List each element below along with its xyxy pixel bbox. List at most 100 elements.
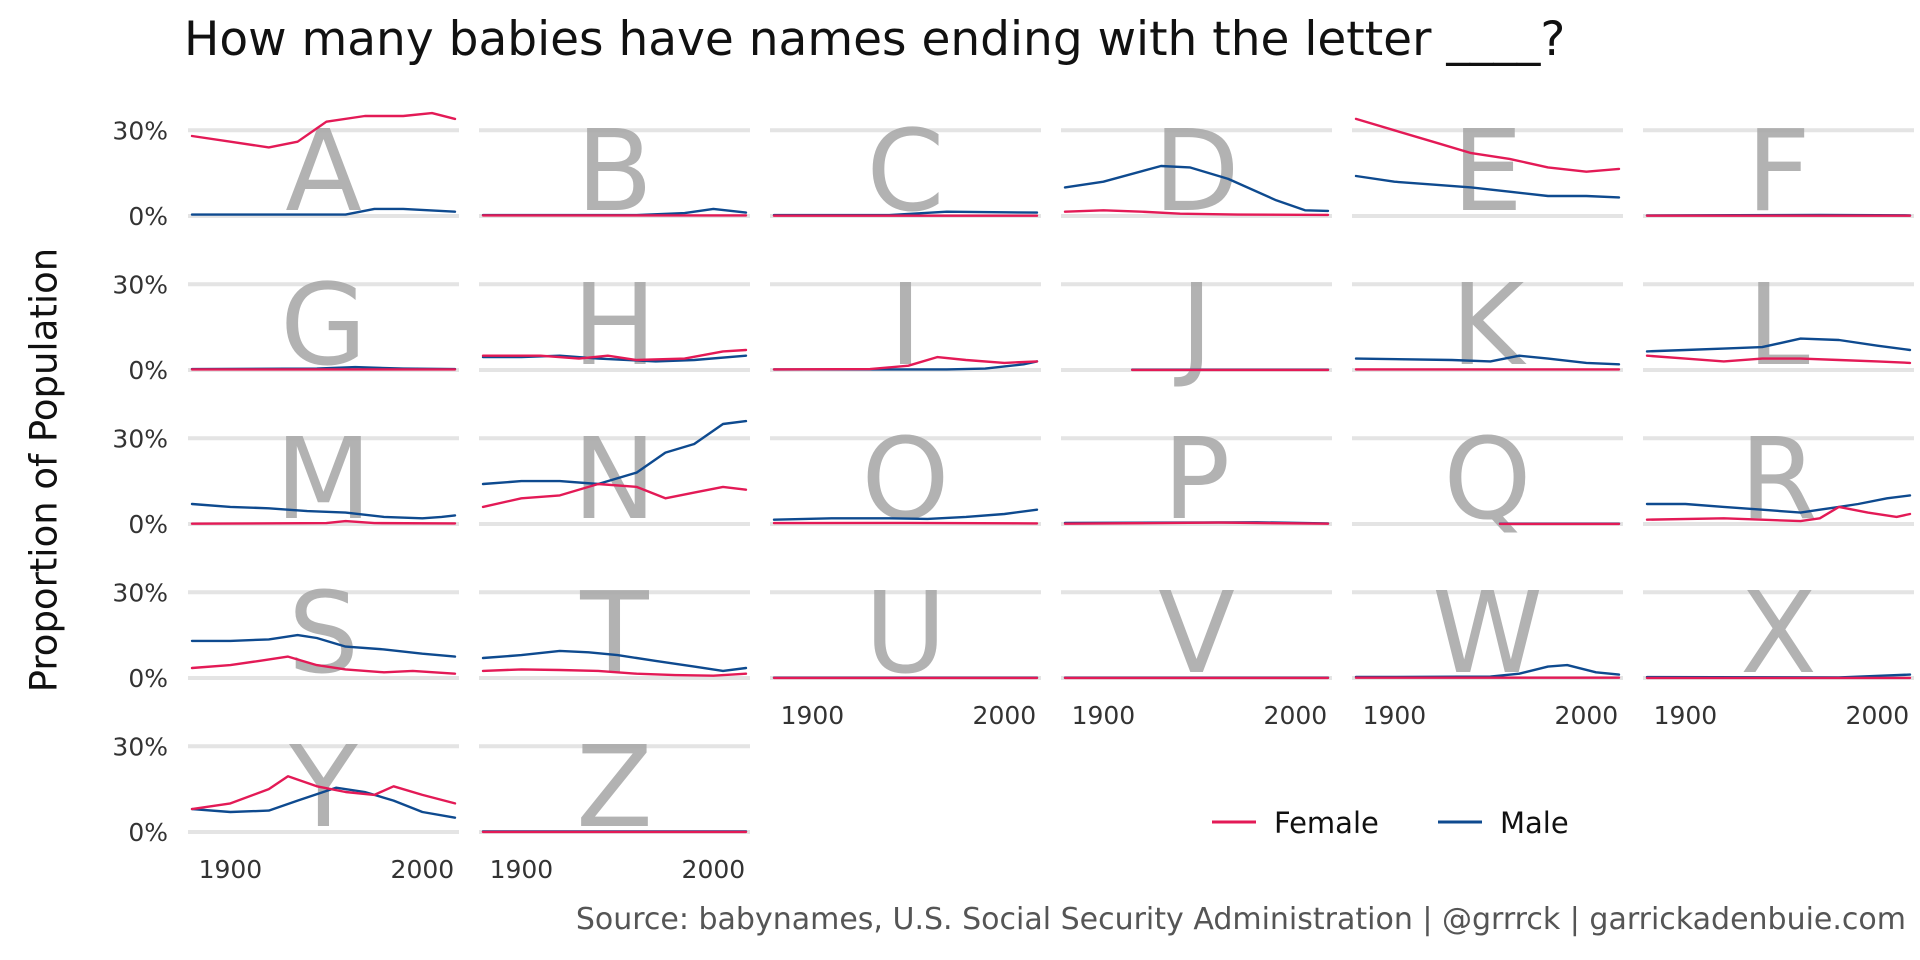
- y-tick-label: 0%: [128, 356, 168, 385]
- male-line: [772, 360, 1039, 371]
- panel-d: D: [1061, 107, 1332, 237]
- male-line: [190, 786, 457, 819]
- male-line: [1645, 494, 1912, 514]
- panel-letter: T: [579, 569, 649, 699]
- x-tick-label: 1900: [1654, 701, 1718, 730]
- y-tick-label: 30%: [112, 116, 168, 145]
- male-line: [481, 419, 748, 486]
- panel-letter: H: [572, 261, 656, 391]
- y-tick-label: 30%: [112, 578, 168, 607]
- x-tick-label: 2000: [1264, 701, 1328, 730]
- x-tick-label: 1900: [1363, 701, 1427, 730]
- female-line: [772, 355, 1039, 371]
- y-tick-label: 0%: [128, 664, 168, 693]
- female-line: [481, 482, 748, 509]
- panel-h: H: [479, 261, 750, 391]
- panel-o: O: [770, 415, 1041, 545]
- panel-g: G 30% 0%: [112, 261, 459, 391]
- female-line: [1645, 505, 1912, 523]
- panel-r: R: [1643, 415, 1914, 545]
- panel-letter: S: [288, 569, 359, 699]
- male-line: [772, 508, 1039, 521]
- x-tick-label: 1900: [199, 855, 263, 884]
- chart-title: How many babies have names ending with t…: [184, 12, 1566, 67]
- panel-s: S 30% 0%: [112, 569, 459, 699]
- male-line: [1645, 337, 1912, 353]
- panel-letter: G: [280, 261, 367, 391]
- panel-letter: E: [1452, 107, 1523, 237]
- female-line: [190, 655, 457, 675]
- panel-u: U 1900 2000: [770, 569, 1041, 730]
- panel-j: J: [1061, 261, 1332, 391]
- panel-m: M 30% 0%: [112, 415, 459, 545]
- male-line: [190, 633, 457, 658]
- panel-letter: X: [1740, 569, 1817, 699]
- panel-letter: R: [1740, 415, 1818, 545]
- panel-x: X 1900 2000: [1643, 569, 1914, 730]
- legend-label-male: Male: [1500, 806, 1569, 840]
- female-line: [1645, 354, 1912, 365]
- x-tick-label: 2000: [973, 701, 1037, 730]
- panel-letter: L: [1747, 261, 1809, 391]
- x-tick-label: 2000: [682, 855, 746, 884]
- male-line: [190, 502, 457, 520]
- panel-b: B: [479, 107, 750, 237]
- panel-letter: O: [861, 415, 949, 545]
- panel-letter: J: [1174, 261, 1213, 391]
- panel-c: C: [770, 107, 1041, 237]
- panel-letter: M: [275, 415, 372, 545]
- source-caption: Source: babynames, U.S. Social Security …: [575, 902, 1906, 937]
- female-line: [481, 668, 748, 677]
- male-line: [481, 649, 748, 673]
- panel-letter: P: [1163, 415, 1231, 545]
- panel-e: E: [1352, 107, 1623, 237]
- panel-letter: F: [1746, 107, 1810, 237]
- y-tick-label: 30%: [112, 424, 168, 453]
- panel-letter: C: [866, 107, 944, 237]
- panel-y: Y30%0%1900 2000: [112, 723, 459, 884]
- panel-letter: U: [865, 569, 947, 699]
- male-line: [1063, 164, 1330, 213]
- panel-letter: K: [1451, 261, 1527, 391]
- male-line: [1354, 354, 1621, 366]
- panel-t: T: [479, 569, 750, 699]
- y-tick-label: 0%: [128, 818, 168, 847]
- y-tick-label: 0%: [128, 202, 168, 231]
- female-line: [772, 521, 1039, 525]
- panel-k: K: [1352, 261, 1623, 391]
- female-line: [1354, 117, 1621, 173]
- x-tick-label: 1900: [781, 701, 845, 730]
- female-line: [190, 111, 457, 149]
- panel-q: Q: [1352, 415, 1623, 545]
- panel-v: V 1900 2000: [1061, 569, 1332, 730]
- y-tick-label: 0%: [128, 510, 168, 539]
- panel-letter: Q: [1443, 415, 1531, 545]
- panel-f: F: [1643, 107, 1914, 237]
- x-tick-label: 2000: [391, 855, 455, 884]
- panel-z: Z 1900 2000: [479, 723, 750, 884]
- male-line: [481, 354, 748, 363]
- panel-i: I: [770, 261, 1041, 391]
- panel-n: N: [479, 415, 750, 545]
- x-tick-label: 1900: [490, 855, 554, 884]
- female-line: [190, 519, 457, 525]
- panel-letter: B: [576, 107, 653, 237]
- legend-label-female: Female: [1274, 806, 1379, 840]
- panel-letter: I: [889, 261, 922, 391]
- panel-p: P: [1061, 415, 1332, 545]
- female-line: [190, 775, 457, 811]
- legend: Female Male: [1212, 806, 1569, 840]
- panel-letter: V: [1158, 569, 1235, 699]
- y-tick-label: 30%: [112, 732, 168, 761]
- y-tick-label: 30%: [112, 270, 168, 299]
- panel-letter: W: [1432, 569, 1543, 699]
- panel-l: L: [1643, 261, 1914, 391]
- x-tick-label: 2000: [1846, 701, 1910, 730]
- panel-letter: A: [285, 107, 362, 237]
- panel-letter: D: [1153, 107, 1239, 237]
- panel-a: A 30% 0%: [112, 107, 459, 237]
- female-line: [1063, 521, 1330, 525]
- x-tick-label: 2000: [1555, 701, 1619, 730]
